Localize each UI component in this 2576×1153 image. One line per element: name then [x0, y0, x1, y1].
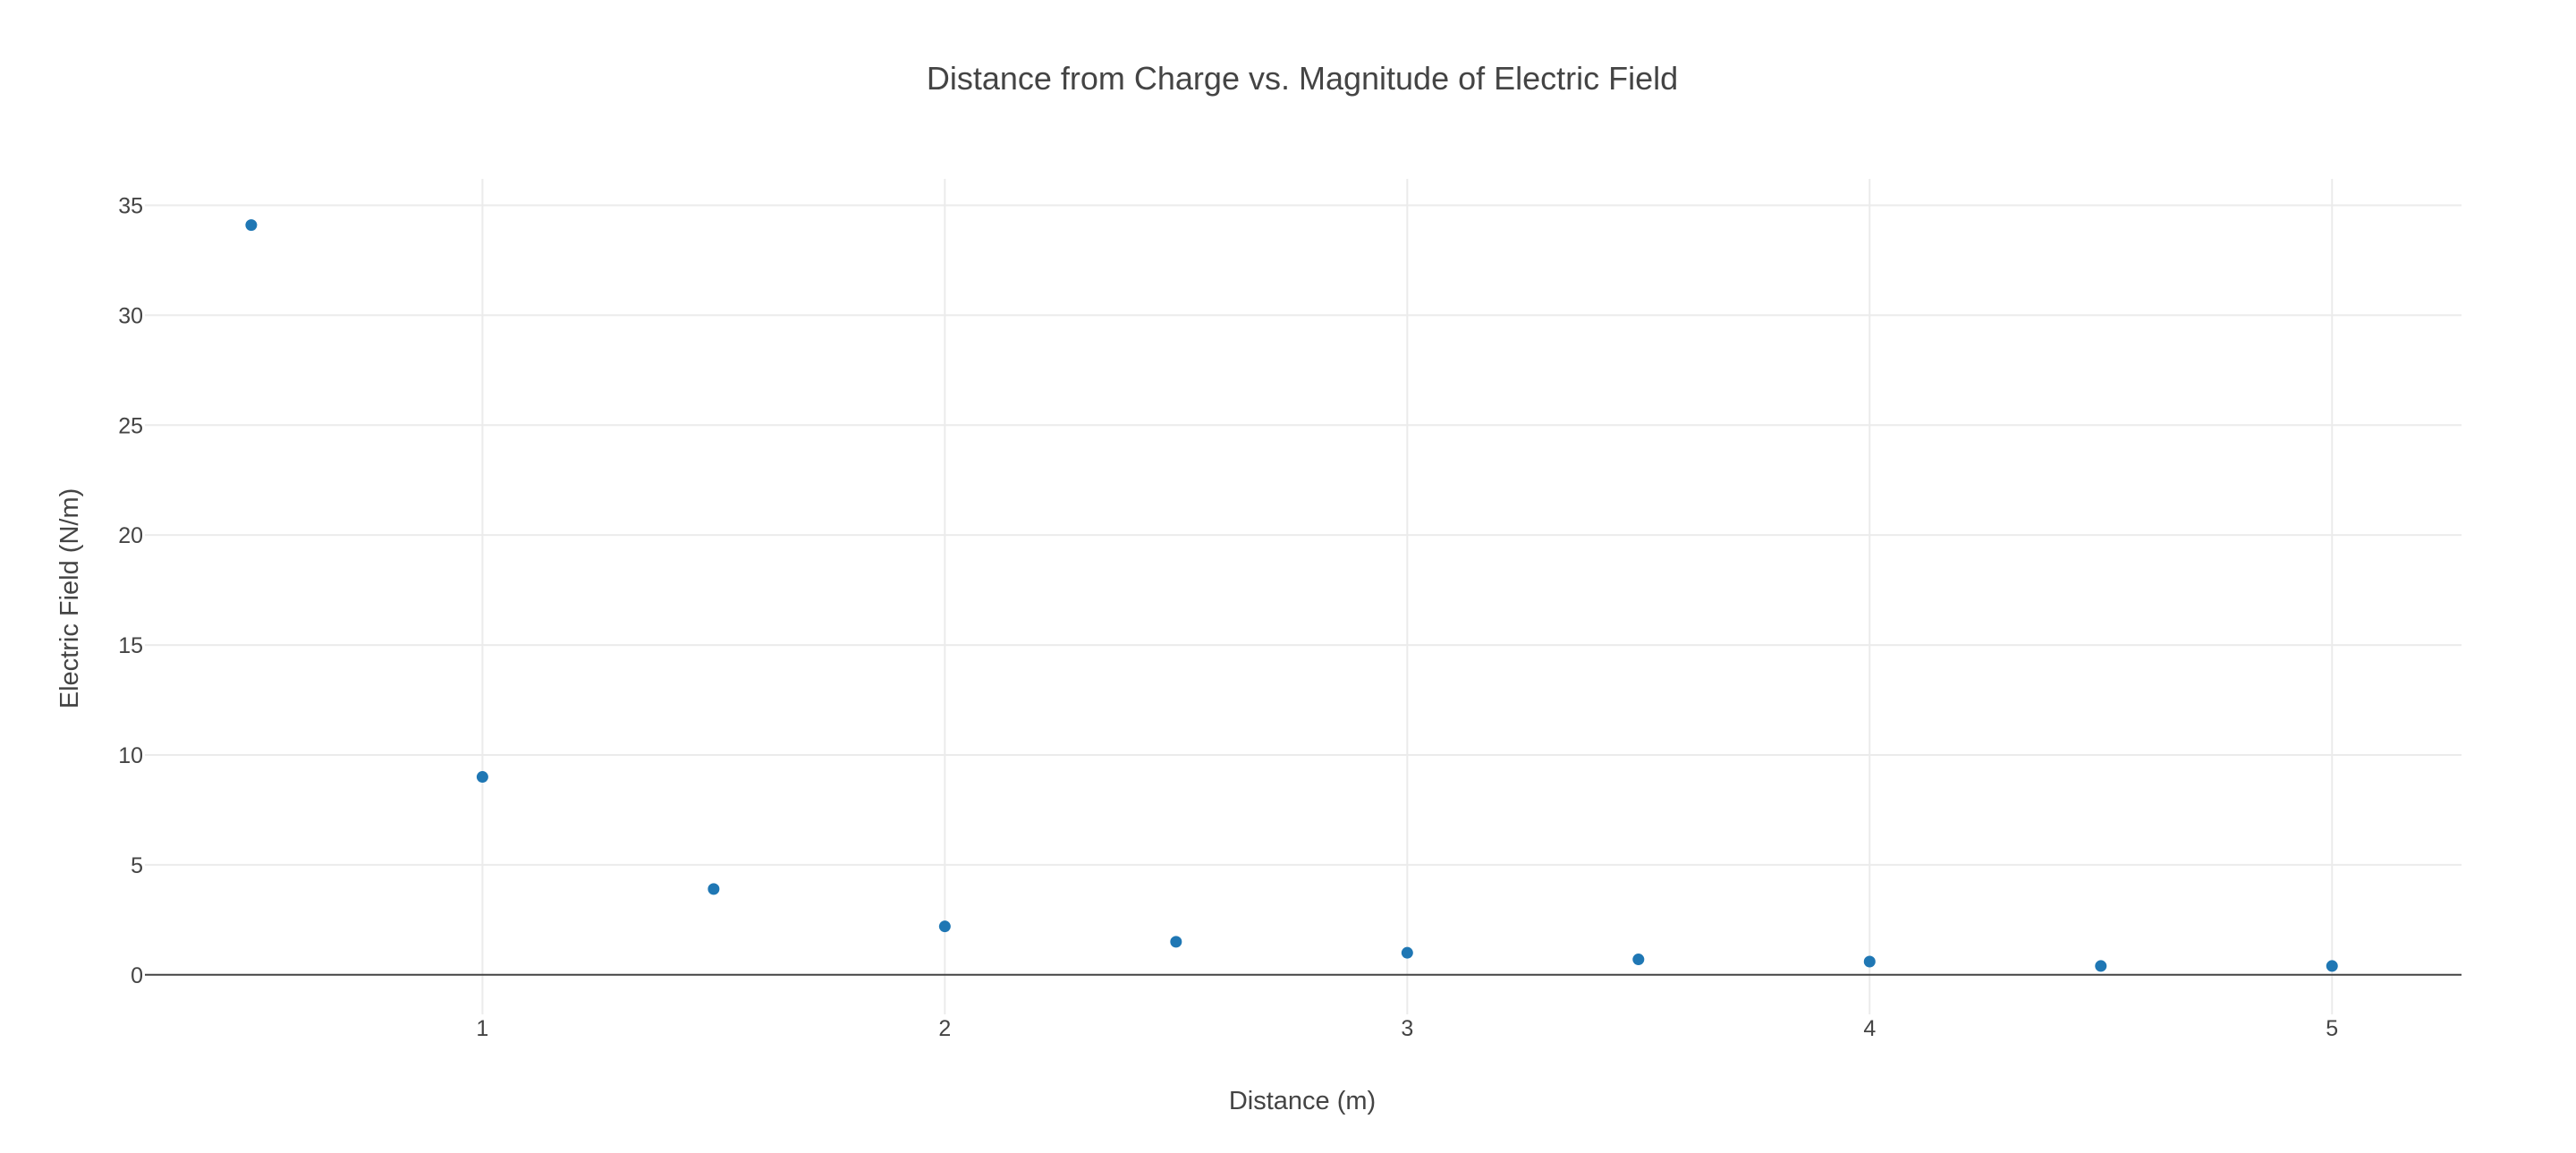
- y-tick-label: 25: [118, 413, 143, 438]
- y-tick-label: 10: [118, 743, 143, 768]
- grid-layer: [145, 179, 2462, 1014]
- y-tick-label: 30: [118, 303, 143, 328]
- y-tick-label: 5: [131, 853, 143, 878]
- y-tick-label: 15: [118, 633, 143, 658]
- data-point[interactable]: [245, 219, 258, 232]
- data-point[interactable]: [1170, 936, 1182, 948]
- x-tick-label: 3: [1401, 1016, 1413, 1041]
- y-tick-label: 20: [118, 523, 143, 548]
- points-layer: [245, 219, 2338, 972]
- x-axis-title: Distance (m): [1229, 1087, 1376, 1115]
- x-tick-label: 5: [2326, 1016, 2338, 1041]
- chart-title: Distance from Charge vs. Magnitude of El…: [927, 60, 1678, 97]
- y-tick-label: 35: [118, 193, 143, 218]
- y-tick-label: 0: [131, 963, 143, 988]
- data-point[interactable]: [1401, 946, 1413, 959]
- data-point[interactable]: [1632, 954, 1645, 966]
- x-tick-label: 1: [476, 1016, 488, 1041]
- data-point[interactable]: [1863, 955, 1876, 968]
- data-point[interactable]: [938, 920, 951, 933]
- y-axis-title: Electric Field (N/m): [55, 488, 84, 709]
- x-tick-label: 4: [1863, 1016, 1876, 1041]
- x-tick-label: 2: [938, 1016, 951, 1041]
- data-point[interactable]: [476, 771, 488, 784]
- data-point[interactable]: [708, 883, 720, 895]
- data-point[interactable]: [2095, 960, 2107, 972]
- data-point[interactable]: [2326, 960, 2338, 972]
- axis-layer: 1 2 3 4 5 0 5 10 15 20 25 30 35: [118, 193, 2462, 1041]
